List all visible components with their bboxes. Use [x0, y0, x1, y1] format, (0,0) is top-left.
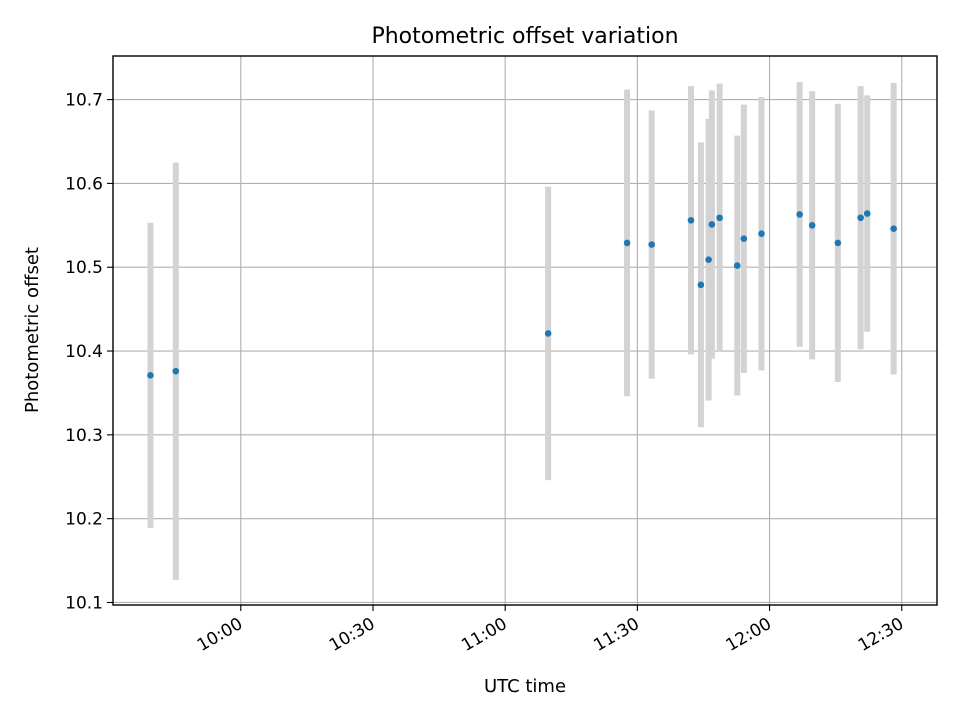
data-points	[147, 210, 897, 379]
y-tick-label: 10.5	[65, 258, 103, 278]
data-point	[796, 211, 803, 218]
plot-frame	[112, 55, 938, 606]
data-point	[687, 216, 695, 224]
y-tick-label: 10.6	[65, 174, 103, 194]
chart-title: Photometric offset variation	[371, 24, 678, 49]
data-point	[758, 230, 765, 237]
y-tick-label: 10.2	[65, 510, 103, 530]
y-tick-label: 10.3	[65, 426, 103, 446]
y-tick-label: 10.7	[65, 91, 103, 111]
data-point	[733, 262, 741, 269]
x-axis-label: UTC time	[484, 676, 566, 697]
data-point	[857, 214, 864, 222]
data-point	[834, 239, 842, 247]
y-axis-label: Photometric offset	[22, 247, 43, 413]
data-point	[740, 235, 748, 243]
y-tick-label: 10.1	[65, 593, 103, 613]
data-point	[716, 214, 723, 222]
data-point	[147, 372, 154, 379]
data-point	[697, 281, 705, 289]
data-point	[890, 225, 897, 232]
data-point	[623, 239, 631, 247]
data-point	[808, 222, 816, 229]
data-point	[705, 256, 712, 263]
data-point	[708, 221, 716, 228]
data-point	[648, 241, 655, 248]
y-axis-ticks: 10.1 10.2 10.3 10.4 10.5 10.6 10.7	[65, 91, 113, 613]
data-point	[172, 367, 180, 375]
y-tick-label: 10.4	[65, 342, 103, 362]
data-point	[544, 330, 552, 337]
data-point	[863, 210, 871, 217]
